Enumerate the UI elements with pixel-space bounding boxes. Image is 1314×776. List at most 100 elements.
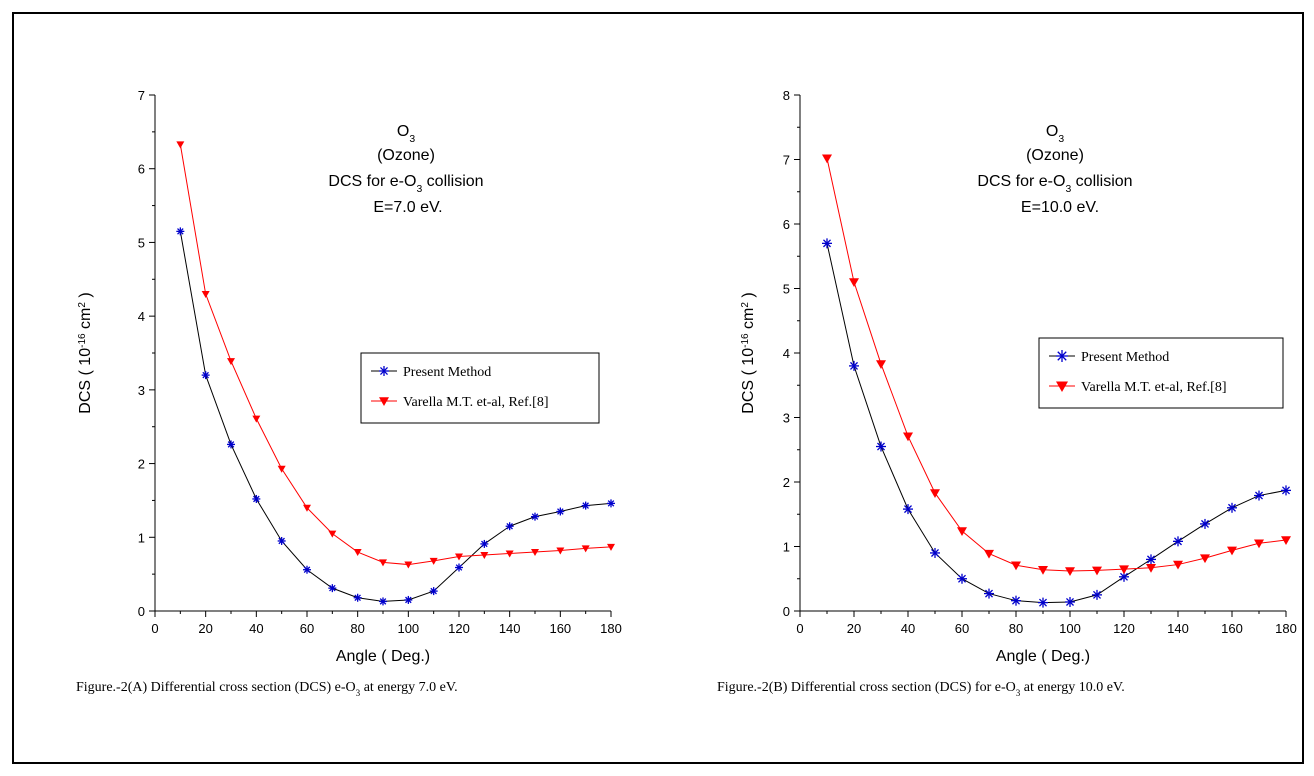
data-point-present-method-a (303, 565, 311, 574)
figure-panel-b: 0 20 40 60 80 100 120 140 160 180 0 1 2 3 4 5 6 7 8 Angle (… (664, 12, 1304, 764)
chart-title-description-a: DCS for e-O3 collision (328, 173, 483, 195)
y-tick-label-a: 1 (138, 530, 145, 545)
legend-box-a (360, 352, 600, 424)
legend-label-1-b: Varella M.T. et-al, Ref.[8] (1081, 380, 1227, 395)
data-point-present-method-b (876, 441, 886, 452)
data-point-present-method-b (1065, 596, 1075, 607)
x-tick-label-b: 140 (1167, 621, 1189, 636)
x-tick-label-b: 40 (901, 621, 915, 636)
data-point-present-method-b (984, 588, 994, 599)
data-point-present-method-b (903, 504, 913, 515)
data-point-present-method-b (1200, 518, 1210, 529)
data-point-varella-a (531, 549, 539, 557)
x-tick-label-a: 180 (600, 621, 622, 636)
legend-a: Present Method Varella M.T. et-al, Ref.[8… (360, 352, 600, 424)
chart-title-name-a: (Ozone) (377, 147, 435, 164)
x-tick-label-a: 140 (499, 621, 521, 636)
legend-label-1-a: Varella M.T. et-al, Ref.[8] (403, 395, 549, 410)
data-point-present-method-a (328, 584, 337, 593)
x-tick-label-a: 40 (249, 621, 263, 636)
data-point-present-method-b (1281, 485, 1291, 496)
data-point-varella-b (849, 278, 859, 288)
y-tick-label-b: 1 (783, 540, 790, 555)
data-point-varella-a (581, 545, 590, 553)
chart-title-energy-a: E=7.0 eV. (373, 199, 442, 216)
x-tick-label-b: 100 (1059, 621, 1081, 636)
data-point-varella-b (1011, 561, 1021, 571)
y-tick-label-a: 3 (138, 383, 145, 398)
data-point-varella-b (1254, 539, 1264, 549)
y-axis-label-b: DCS ( 10-16 cm2 ) (740, 292, 758, 413)
data-point-varella-a (227, 358, 235, 366)
data-point-varella-b (1173, 560, 1183, 570)
data-point-varella-b (1281, 536, 1291, 546)
data-point-present-method-b (957, 573, 967, 584)
x-tick-label-b: 120 (1113, 621, 1135, 636)
y-tick-label-b: 6 (783, 217, 790, 232)
data-point-present-method-b (930, 547, 940, 558)
data-point-varella-a (328, 530, 337, 538)
data-point-present-method-a (201, 371, 210, 380)
figure-caption-b: Figure.-2(B) Differential cross section … (717, 680, 1125, 698)
x-axis-label-a: Angle ( Deg.) (336, 648, 430, 665)
y-tick-label-a: 6 (138, 162, 145, 177)
legend-marker-present-method-b (1056, 350, 1068, 362)
y-tick-label-a: 5 (138, 235, 145, 250)
chart-title-formula-a: O3 (397, 123, 415, 145)
data-point-varella-a (277, 465, 286, 473)
data-point-varella-b (984, 549, 994, 559)
y-tick-label-a: 0 (138, 604, 145, 619)
y-tick-label-b: 8 (783, 88, 790, 103)
legend-b: Present Method Varella M.T. et-al, Ref.[8… (1038, 337, 1284, 409)
x-tick-label-a: 120 (448, 621, 470, 636)
chart-title-formula-b: O3 (1046, 123, 1064, 145)
data-point-present-method-b (1146, 554, 1156, 565)
data-point-present-method-a (607, 499, 615, 508)
figure-panel-a: 0 20 40 60 80 100 120 140 160 180 0 1 2 3 4 5 6 7 Angle ( … (12, 12, 666, 764)
x-tick-label-b: 0 (796, 621, 803, 636)
data-point-present-method-b (1227, 502, 1237, 513)
data-point-varella-b (1119, 565, 1129, 575)
chart-title-name-b: (Ozone) (1026, 147, 1084, 164)
y-tick-label-b: 2 (783, 475, 790, 490)
chart-title-description-b: DCS for e-O3 collision (977, 173, 1132, 195)
y-tick-label-b: 5 (783, 282, 790, 297)
y-tick-label-b: 7 (783, 153, 790, 168)
data-point-varella-b (957, 527, 967, 537)
data-point-varella-b (822, 154, 832, 164)
data-point-present-method-a (227, 440, 235, 449)
data-point-present-method-a (455, 563, 463, 572)
chart-a: 0 20 40 60 80 100 120 140 160 180 0 1 2 3 4 5 6 7 Angle ( … (76, 88, 622, 698)
data-point-present-method-a (505, 522, 514, 531)
x-tick-label-b: 180 (1275, 621, 1297, 636)
data-point-varella-b (1200, 554, 1210, 564)
data-point-varella-a (176, 141, 185, 149)
series-line-present-method-b (826, 243, 1287, 604)
data-point-varella-a (379, 559, 387, 567)
figure-caption-a: Figure.-2(A) Differential cross section … (76, 680, 458, 698)
legend-marker-varella-b (1056, 381, 1068, 392)
data-point-present-method-b (1092, 589, 1102, 600)
x-tick-label-a: 0 (151, 621, 158, 636)
data-point-present-method-a (277, 536, 286, 545)
x-tick-label-a: 80 (350, 621, 364, 636)
data-point-varella-b (1092, 566, 1102, 576)
data-point-varella-a (201, 291, 210, 299)
data-point-varella-b (930, 489, 940, 498)
data-point-varella-b (876, 360, 886, 369)
chart-b: 0 20 40 60 80 100 120 140 160 180 0 1 2 3 4 5 6 7 8 Angle (… (717, 88, 1297, 698)
data-point-varella-b (1038, 565, 1048, 575)
y-tick-label-a: 7 (138, 88, 145, 103)
data-point-present-method-b (849, 360, 859, 371)
y-tick-label-a: 4 (138, 309, 145, 324)
series-line-varella-b (826, 158, 1287, 572)
data-point-present-method-b (1254, 490, 1264, 501)
data-point-present-method-a (176, 227, 185, 236)
x-tick-label-b: 20 (847, 621, 861, 636)
legend-box-b (1038, 337, 1284, 409)
data-point-varella-a (607, 543, 615, 551)
data-point-varella-a (505, 550, 514, 558)
legend-marker-varella-a (379, 397, 389, 406)
data-point-present-method-a (480, 539, 489, 548)
series-line-present-method-a (179, 231, 612, 602)
